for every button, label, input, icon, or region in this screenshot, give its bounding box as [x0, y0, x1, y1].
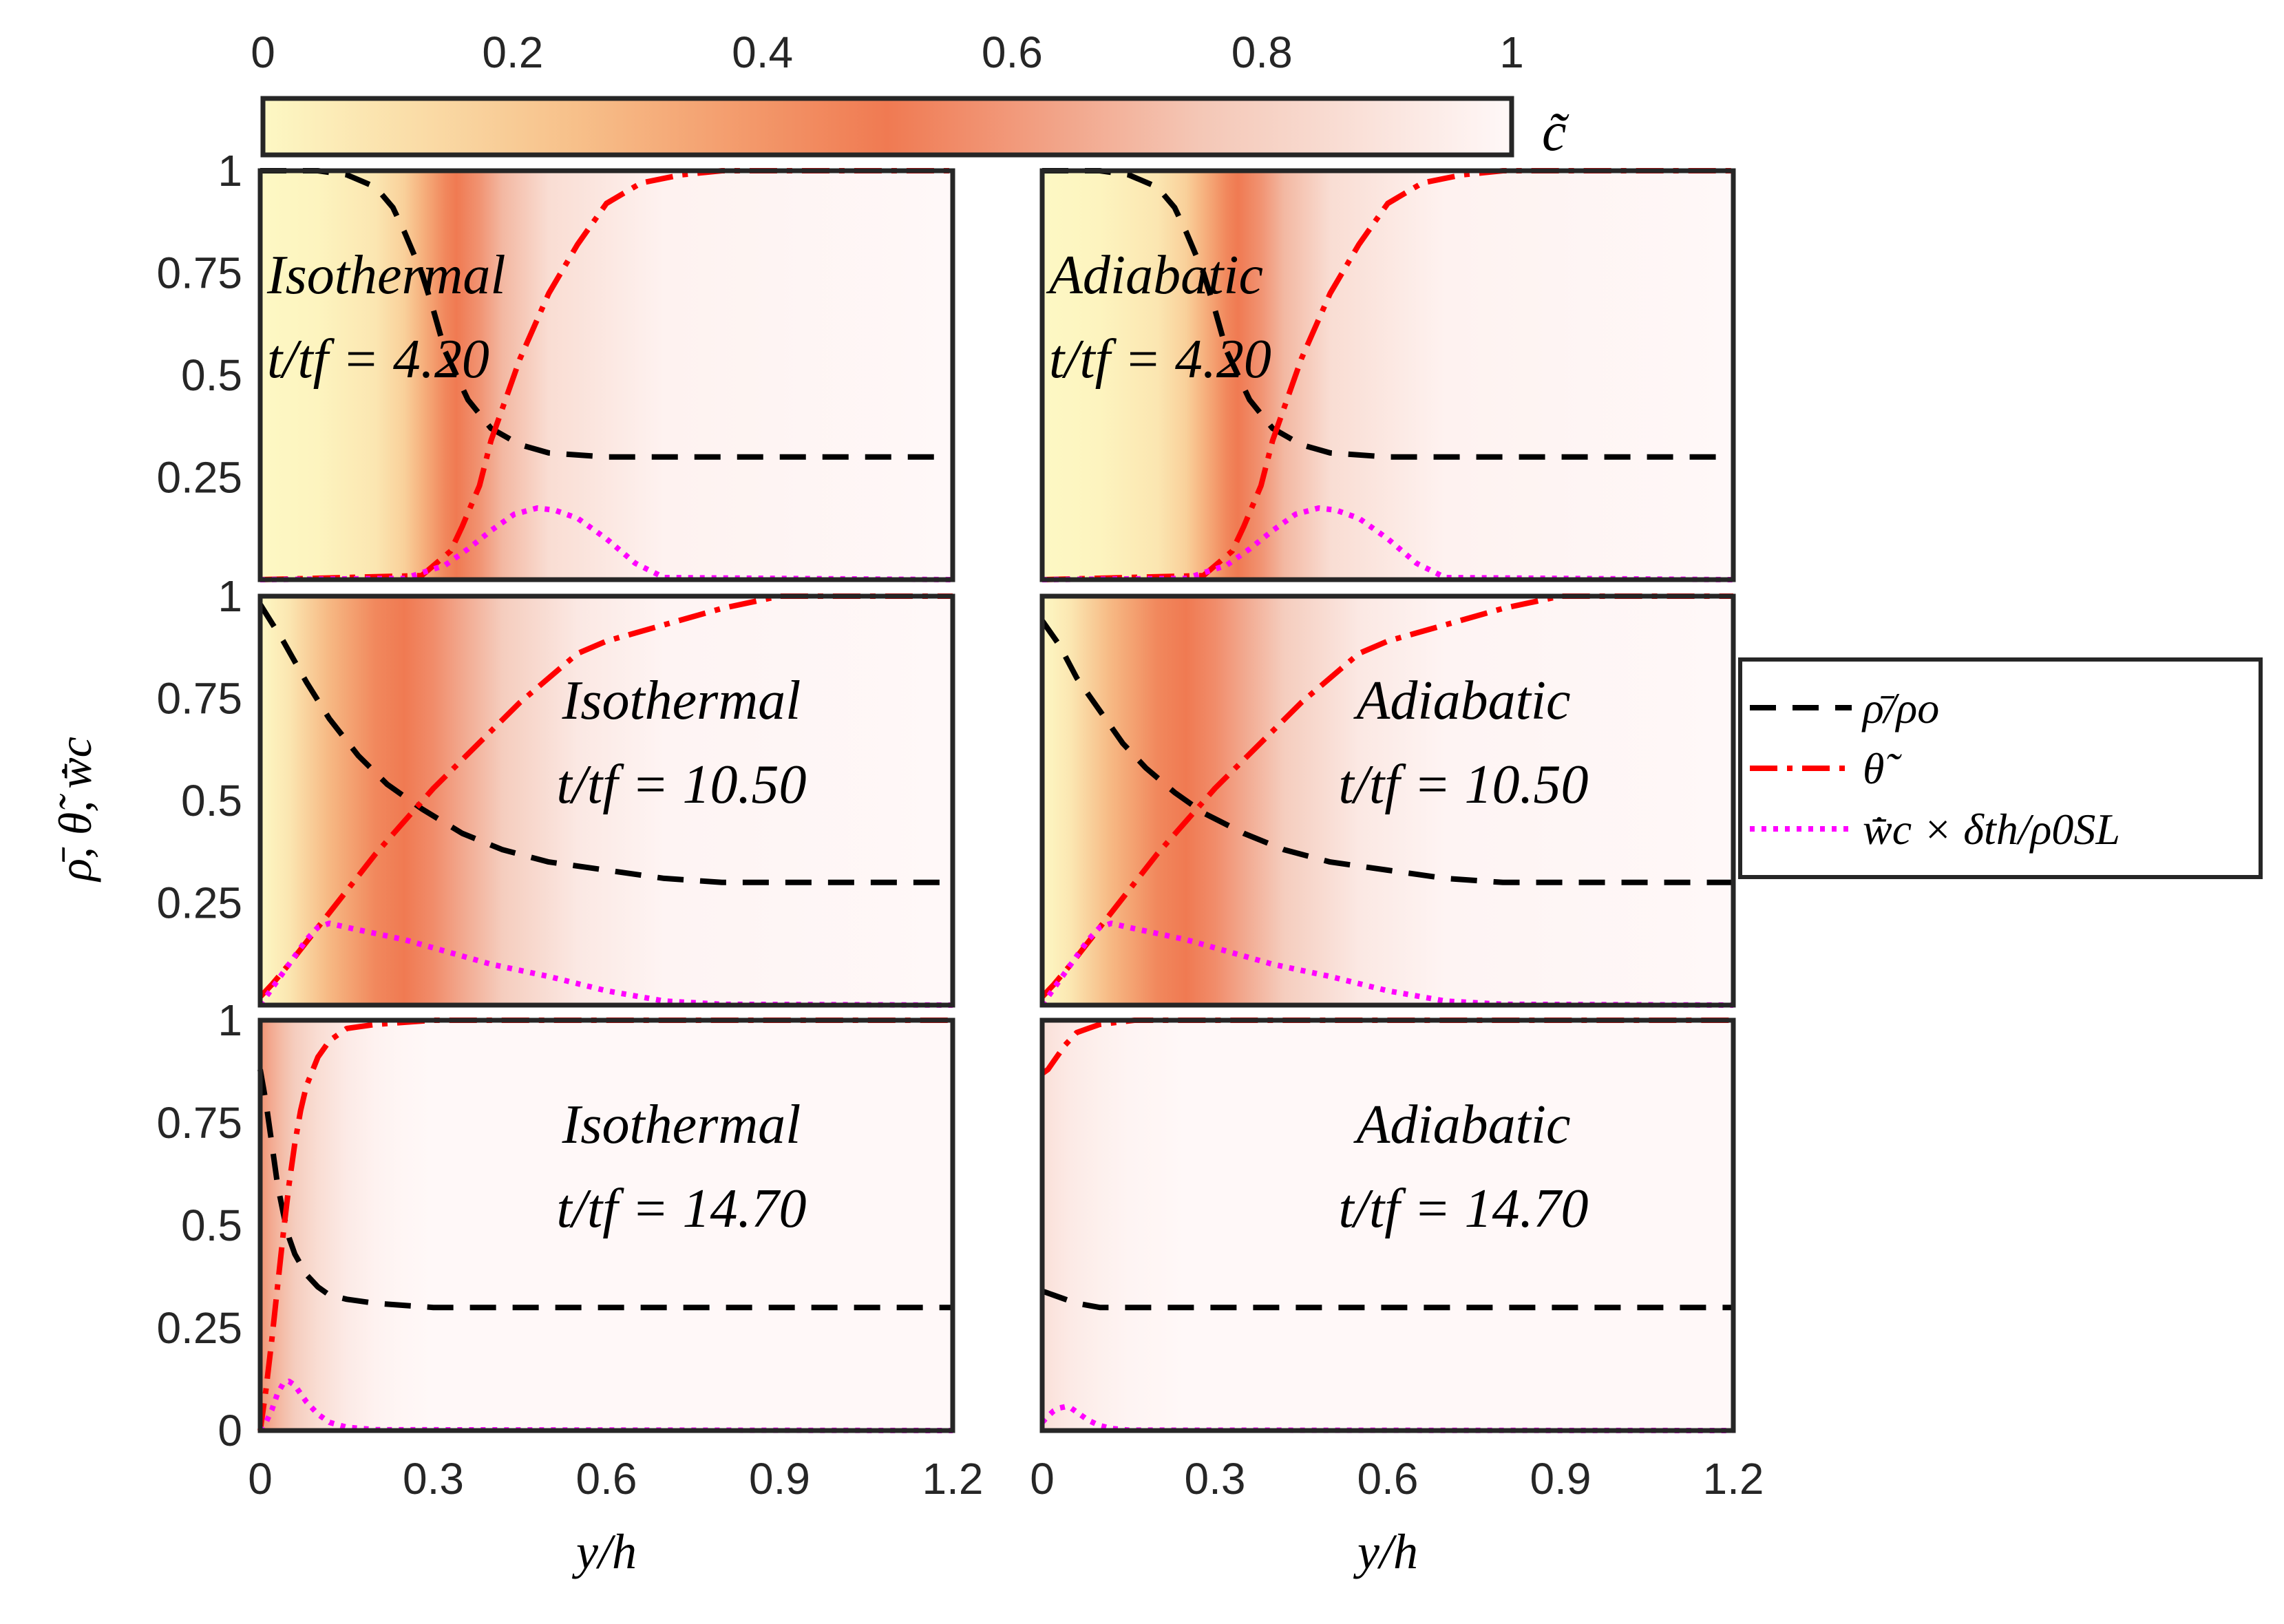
series-line-theta: [260, 168, 953, 582]
series-line-rho: [1039, 619, 1733, 885]
panel-iso-2: Isothermal t/tf = 10.50 0.25 0.5 0.75 1: [156, 571, 955, 1008]
series-line-w: [257, 1378, 953, 1433]
legend-label-rho: ρ̄/ρo: [1861, 684, 1939, 732]
series-line-rho: [1041, 1288, 1733, 1311]
panel-condition-label: Adiabatic: [1353, 671, 1570, 731]
colorbar-tick-label: 0.8: [1231, 28, 1293, 77]
colorbar-label: c̃: [1542, 102, 1569, 162]
panel-condition-label: Isothermal: [266, 245, 506, 306]
series-line-w: [1040, 1404, 1734, 1433]
y-tick-label: 0.5: [181, 1201, 242, 1250]
panel-time-label: t/tf = 10.50: [557, 755, 807, 815]
panel-frame: [257, 168, 955, 582]
y-tick-label: 0: [218, 1406, 242, 1455]
x-tick-label: 0.9: [749, 1454, 810, 1504]
series-line-rho: [260, 168, 953, 460]
panel-frame: [257, 1017, 955, 1433]
x-tick-label: 0.9: [1530, 1454, 1592, 1504]
panel-background: [1042, 171, 1733, 580]
x-tick-label: 0: [1030, 1454, 1055, 1504]
y-axis-label: ρ̄, θ̃, w̄̇c: [49, 737, 101, 883]
x-tick-label: 0.6: [1357, 1454, 1419, 1504]
series-line-theta: [1040, 1017, 1733, 1076]
panel-condition-label: Isothermal: [562, 1095, 801, 1155]
panel-condition-label: Adiabatic: [1353, 1095, 1570, 1155]
panel-iso-3: Isothermal t/tf = 14.70 0 0.25 0.5 0.75 1 0 0.3 0…: [156, 995, 983, 1579]
panel-background: [1042, 596, 1733, 1005]
panel-condition-label: Adiabatic: [1046, 245, 1263, 306]
y-tick-label: 0.75: [156, 1098, 242, 1148]
panel-background: [1042, 1020, 1733, 1431]
y-tick-label: 0.25: [156, 453, 242, 503]
colorbar: 0 0.2 0.4 0.6 0.8 1 c̃: [251, 28, 1569, 162]
panel-time-label: t/tf = 4.20: [267, 329, 489, 390]
panel-time-label: t/tf = 4.20: [1049, 329, 1271, 390]
series-line-rho: [1042, 168, 1733, 460]
series-line-theta: [1041, 168, 1733, 582]
panel-adi-1: Adiabatic t/tf = 4.20: [1039, 168, 1736, 582]
x-tick-label: 0.3: [1185, 1454, 1246, 1504]
panel-background: [260, 1020, 953, 1431]
panel-frame: [257, 593, 955, 1008]
series-line-rho: [257, 602, 953, 885]
series-line-w: [1041, 505, 1734, 582]
legend-label-w: w̄̇c × δth/ρ0SL: [1863, 805, 2120, 854]
y-tick-label: 1: [218, 571, 242, 621]
panel-adi-3: Adiabatic t/tf = 14.70 0 0.3 0.6 0.9 1.2 y/h: [1030, 1017, 1764, 1579]
y-tick-label: 0.5: [181, 350, 242, 400]
legend: ρ̄/ρoθ̃w̄̇c × δth/ρ0SL: [1738, 657, 2263, 879]
colorbar-tick-label: 0.2: [482, 28, 543, 77]
colorbar-tick-label: 0: [251, 28, 275, 77]
x-tick-label: 1.2: [1703, 1454, 1764, 1504]
colorbar-bar: [260, 96, 1514, 158]
x-tick-label: 0.6: [576, 1454, 637, 1504]
y-tick-label: 1: [218, 146, 242, 196]
colorbar-tick-label: 0.4: [732, 28, 793, 77]
colorbar-ticks: 0 0.2 0.4 0.6 0.8 1: [251, 28, 1524, 77]
series-line-w: [260, 505, 953, 582]
panel-time-label: t/tf = 14.70: [1339, 1179, 1589, 1239]
panel-background: [260, 171, 953, 580]
series-line-rho: [257, 1068, 953, 1311]
panel-background: [260, 596, 953, 1005]
y-tick-label: 0.75: [156, 674, 242, 724]
y-tick-label: 0.5: [181, 776, 242, 825]
panel-adi-2: Adiabatic t/tf = 10.50: [1039, 593, 1736, 1008]
panel-frame: [1039, 593, 1736, 1008]
y-tick-label: 0.75: [156, 249, 242, 298]
y-tick-label: 1: [218, 995, 242, 1045]
panel-condition-label: Isothermal: [562, 671, 801, 731]
panel-frame: [1039, 168, 1736, 582]
series-line-w: [257, 920, 953, 1008]
x-tick-label: 0: [248, 1454, 273, 1504]
panels: Isothermal t/tf = 4.20 0.25 0.5 0.75 1 Adiabat…: [156, 146, 1764, 1579]
panel-time-label: t/tf = 10.50: [1339, 755, 1589, 815]
x-tick-label: 1.2: [922, 1454, 984, 1504]
colorbar-tick-label: 1: [1499, 28, 1524, 77]
x-tick-label: 0.3: [403, 1454, 464, 1504]
x-axis-label: y/h: [1353, 1524, 1418, 1579]
series-line-theta: [258, 593, 953, 999]
y-tick-label: 0.25: [156, 1303, 242, 1353]
colorbar-tick-label: 0.6: [982, 28, 1043, 77]
panel-iso-1: Isothermal t/tf = 4.20 0.25 0.5 0.75 1: [156, 146, 955, 582]
x-axis-label: y/h: [571, 1524, 637, 1579]
series-line-w: [1039, 920, 1734, 1008]
panel-time-label: t/tf = 14.70: [557, 1179, 807, 1239]
y-tick-label: 0.25: [156, 878, 242, 928]
panel-frame: [1039, 1017, 1736, 1433]
series-line-theta: [1040, 593, 1733, 999]
